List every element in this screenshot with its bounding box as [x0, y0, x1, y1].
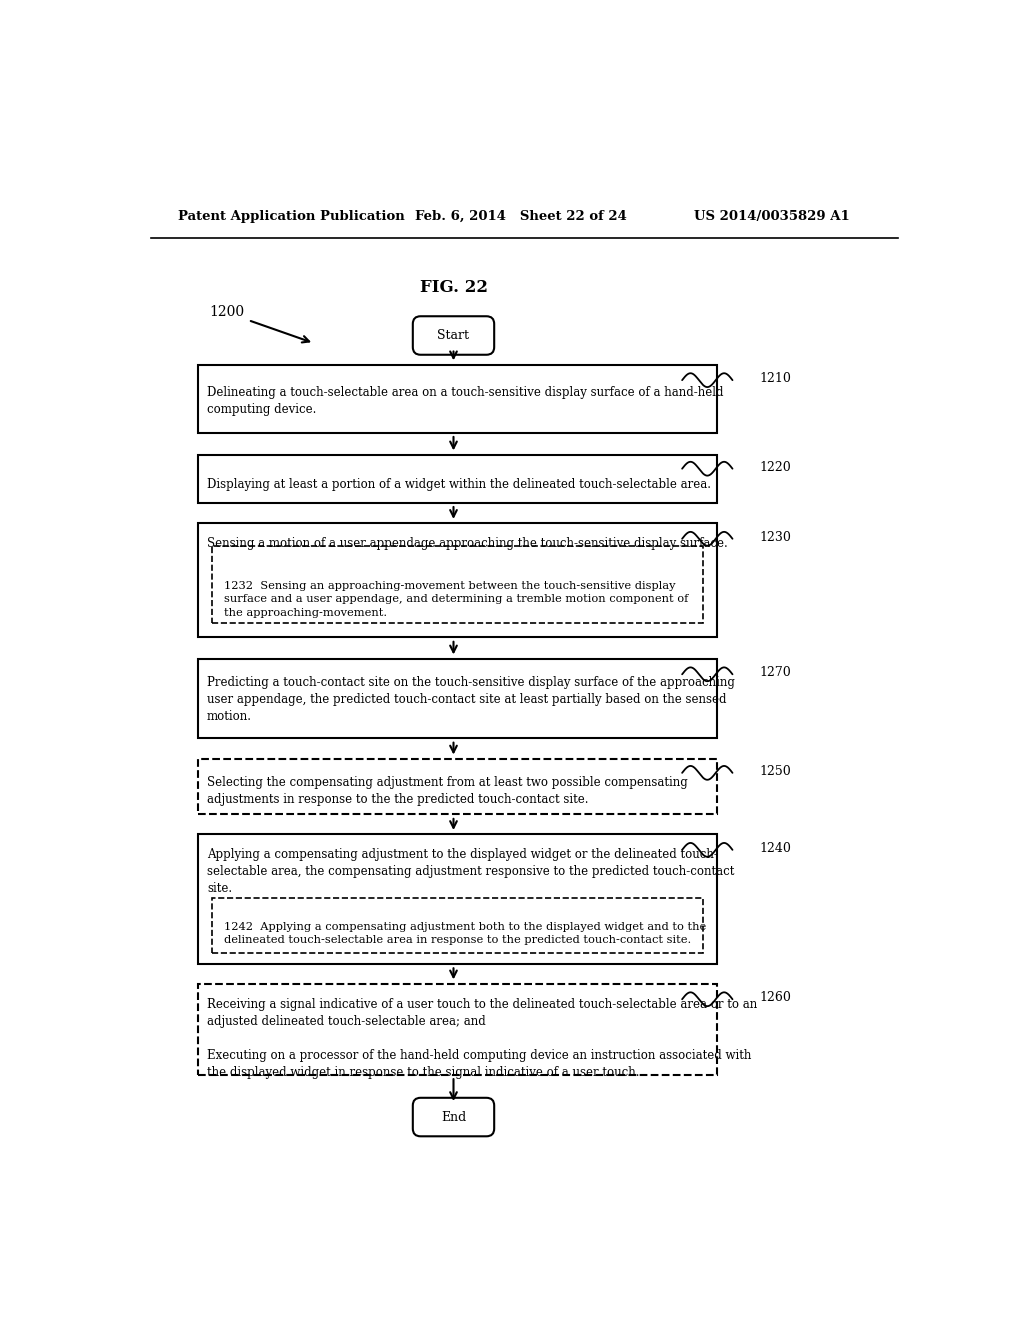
- Text: 1220: 1220: [760, 461, 792, 474]
- Text: Sensing a motion of a user appendage approaching the touch-sensitive display sur: Sensing a motion of a user appendage app…: [207, 537, 728, 550]
- Bar: [198, 659, 717, 738]
- Text: Predicting a touch-contact site on the touch-sensitive display surface of the ap: Predicting a touch-contact site on the t…: [207, 676, 735, 723]
- Text: 1210: 1210: [760, 372, 792, 385]
- Text: Patent Application Publication: Patent Application Publication: [178, 210, 406, 223]
- FancyBboxPatch shape: [413, 317, 495, 355]
- Text: Start: Start: [437, 329, 469, 342]
- Text: 1232  Sensing an approaching-movement between the touch-sensitive display
surfac: 1232 Sensing an approaching-movement bet…: [224, 581, 688, 618]
- Text: US 2014/0035829 A1: US 2014/0035829 A1: [693, 210, 850, 223]
- Text: FIG. 22: FIG. 22: [420, 280, 487, 296]
- Text: Feb. 6, 2014   Sheet 22 of 24: Feb. 6, 2014 Sheet 22 of 24: [415, 210, 627, 223]
- Bar: [212, 546, 703, 623]
- Bar: [198, 759, 717, 814]
- Text: Delineating a touch-selectable area on a touch-sensitive display surface of a ha: Delineating a touch-selectable area on a…: [207, 387, 724, 416]
- Bar: [198, 364, 717, 433]
- Text: 1230: 1230: [760, 531, 792, 544]
- Bar: [198, 455, 717, 503]
- Text: 1250: 1250: [760, 764, 792, 777]
- Bar: [212, 898, 703, 953]
- Text: Displaying at least a portion of a widget within the delineated touch-selectable: Displaying at least a portion of a widge…: [207, 478, 711, 491]
- Text: 1242  Applying a compensating adjustment both to the displayed widget and to the: 1242 Applying a compensating adjustment …: [224, 923, 707, 945]
- Text: 1260: 1260: [760, 991, 792, 1005]
- FancyBboxPatch shape: [413, 1098, 495, 1137]
- Bar: [198, 834, 717, 964]
- Bar: [198, 983, 717, 1074]
- Text: 1200: 1200: [209, 305, 245, 319]
- Text: 1240: 1240: [760, 842, 792, 855]
- Bar: [198, 524, 717, 638]
- Text: Receiving a signal indicative of a user touch to the delineated touch-selectable: Receiving a signal indicative of a user …: [207, 998, 758, 1078]
- Text: 1270: 1270: [760, 667, 792, 680]
- Text: Applying a compensating adjustment to the displayed widget or the delineated tou: Applying a compensating adjustment to th…: [207, 849, 734, 895]
- Text: Selecting the compensating adjustment from at least two possible compensating
ad: Selecting the compensating adjustment fr…: [207, 776, 688, 807]
- Text: End: End: [441, 1110, 466, 1123]
